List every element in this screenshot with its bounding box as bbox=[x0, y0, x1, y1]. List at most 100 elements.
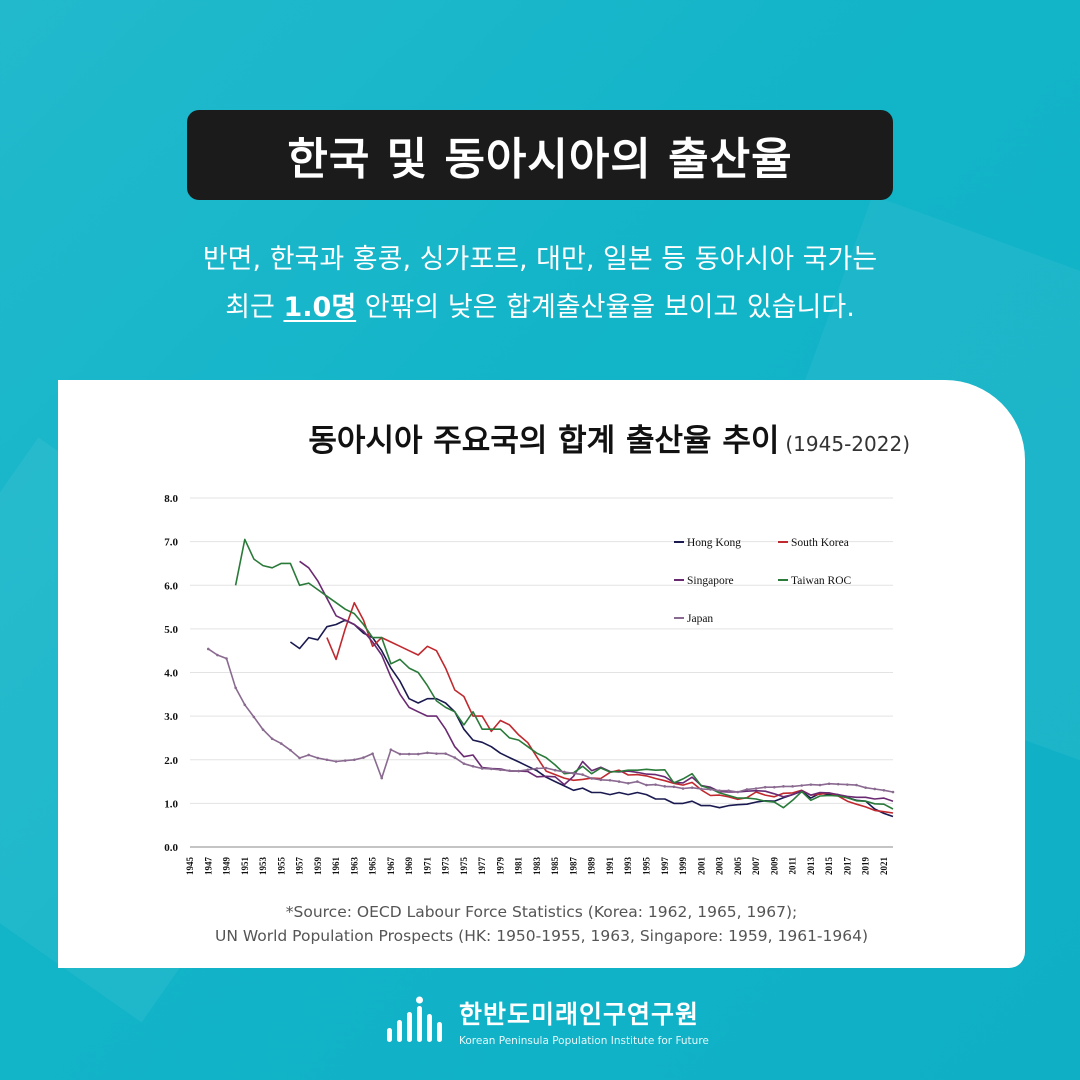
x-tick-label: 1989 bbox=[587, 857, 597, 876]
point-japan bbox=[526, 768, 530, 772]
source-note: *Source: OECD Labour Force Statistics (K… bbox=[58, 900, 1025, 948]
subtitle-line-2: 최근 1.0명 안팎의 낮은 합계출산율을 보이고 있습니다. bbox=[0, 284, 1080, 332]
point-japan bbox=[343, 759, 347, 762]
x-tick-label: 1963 bbox=[349, 857, 359, 876]
point-japan bbox=[206, 647, 210, 651]
point-japan bbox=[791, 785, 794, 788]
x-tick-label: 1967 bbox=[386, 857, 396, 876]
point-japan bbox=[407, 752, 411, 756]
point-japan bbox=[453, 756, 457, 759]
point-japan bbox=[827, 782, 831, 786]
x-tick-label: 2005 bbox=[733, 857, 743, 876]
x-tick-label: 1983 bbox=[532, 857, 542, 876]
point-japan bbox=[617, 780, 621, 783]
chart-card bbox=[58, 380, 1025, 968]
point-japan bbox=[553, 768, 557, 772]
y-tick-label: 0.0 bbox=[164, 842, 178, 854]
x-tick-label: 1969 bbox=[404, 857, 414, 876]
point-japan bbox=[261, 728, 265, 731]
point-japan bbox=[873, 787, 877, 791]
point-japan bbox=[763, 785, 767, 789]
point-japan bbox=[663, 785, 667, 788]
y-tick-label: 7.0 bbox=[164, 537, 178, 549]
point-japan bbox=[499, 768, 502, 772]
x-tick-label: 1975 bbox=[459, 857, 469, 876]
page-title: 한국 및 동아시아의 출산율 bbox=[287, 134, 793, 185]
point-japan bbox=[672, 785, 676, 789]
point-japan bbox=[243, 703, 247, 707]
point-japan bbox=[572, 771, 575, 775]
point-japan bbox=[298, 756, 301, 760]
point-japan bbox=[836, 782, 840, 786]
point-japan bbox=[745, 788, 749, 791]
series-line-taiwan-roc bbox=[234, 538, 894, 810]
point-japan bbox=[754, 787, 758, 790]
point-japan bbox=[489, 767, 493, 771]
point-japan bbox=[855, 783, 858, 787]
subtitle-line-2-pre: 최근 bbox=[225, 292, 284, 323]
point-japan bbox=[626, 782, 630, 785]
point-japan bbox=[718, 789, 721, 793]
y-tick-label: 2.0 bbox=[164, 755, 178, 767]
x-tick-label: 1959 bbox=[313, 857, 323, 876]
point-japan bbox=[334, 760, 338, 763]
source-line-2: UN World Population Prospects (HK: 1950-… bbox=[214, 927, 869, 945]
x-tick-label: 1947 bbox=[203, 857, 213, 876]
point-japan bbox=[517, 769, 520, 773]
point-japan bbox=[426, 751, 429, 755]
subtitle-line-1: 반면, 한국과 홍콩, 싱가포르, 대만, 일본 등 동아시아 국가는 bbox=[202, 244, 878, 275]
point-japan bbox=[316, 756, 320, 760]
point-japan bbox=[581, 773, 584, 776]
x-tick-label: 1965 bbox=[368, 857, 378, 876]
point-japan bbox=[307, 753, 310, 757]
point-japan bbox=[471, 764, 475, 768]
point-japan bbox=[782, 785, 785, 788]
institute-logo-icon bbox=[387, 996, 442, 1042]
point-japan bbox=[563, 770, 566, 774]
point-japan bbox=[508, 769, 511, 772]
x-tick-label: 2007 bbox=[751, 857, 761, 876]
point-japan bbox=[846, 783, 849, 786]
point-japan bbox=[380, 776, 384, 780]
point-japan bbox=[699, 787, 703, 791]
series-line-japan bbox=[207, 648, 894, 793]
x-tick-label: 1985 bbox=[550, 857, 560, 876]
x-tick-label: 1997 bbox=[660, 857, 670, 876]
x-tick-label: 2003 bbox=[715, 857, 725, 876]
x-tick-label: 1991 bbox=[605, 857, 615, 876]
x-tick-label: 2021 bbox=[879, 857, 889, 876]
x-tick-label: 1971 bbox=[422, 857, 432, 876]
chart-year-range: (1945-2022) bbox=[785, 432, 910, 456]
x-tick-label: 2001 bbox=[696, 857, 706, 876]
x-tick-label: 1945 bbox=[185, 857, 195, 876]
point-japan bbox=[480, 767, 484, 770]
page-subtitle: 반면, 한국과 홍콩, 싱가포르, 대만, 일본 등 동아시아 국가는 최근 1… bbox=[0, 236, 1080, 332]
point-japan bbox=[608, 778, 612, 782]
x-tick-label: 1999 bbox=[678, 857, 688, 876]
point-japan bbox=[636, 780, 639, 783]
point-japan bbox=[727, 789, 730, 793]
chart-title: 동아시아 주요국의 합계 출산율 추이 (1945-2022) bbox=[308, 415, 910, 460]
point-japan bbox=[234, 686, 237, 690]
footer: 한반도미래인구연구원 Korean Peninsula Population I… bbox=[383, 995, 709, 1047]
point-japan bbox=[599, 778, 603, 782]
point-japan bbox=[773, 785, 776, 789]
x-tick-label: 1987 bbox=[568, 857, 578, 876]
point-japan bbox=[462, 762, 466, 765]
x-tick-label: 1995 bbox=[641, 857, 651, 876]
x-tick-label: 1977 bbox=[477, 857, 487, 876]
point-japan bbox=[270, 737, 274, 741]
legend-label-hong-kong: Hong Kong bbox=[687, 537, 741, 549]
point-japan bbox=[818, 783, 822, 787]
y-tick-label: 4.0 bbox=[164, 668, 178, 680]
x-tick-label: 2013 bbox=[806, 857, 816, 876]
point-japan bbox=[279, 742, 283, 745]
point-japan bbox=[544, 766, 548, 770]
subtitle-highlight: 1.0명 bbox=[283, 292, 357, 323]
legend-label-taiwan-roc: Taiwan ROC bbox=[791, 575, 852, 587]
x-tick-label: 2009 bbox=[769, 857, 779, 876]
point-japan bbox=[444, 752, 447, 755]
series-line-hong-kong bbox=[289, 619, 894, 818]
point-japan bbox=[535, 767, 539, 770]
